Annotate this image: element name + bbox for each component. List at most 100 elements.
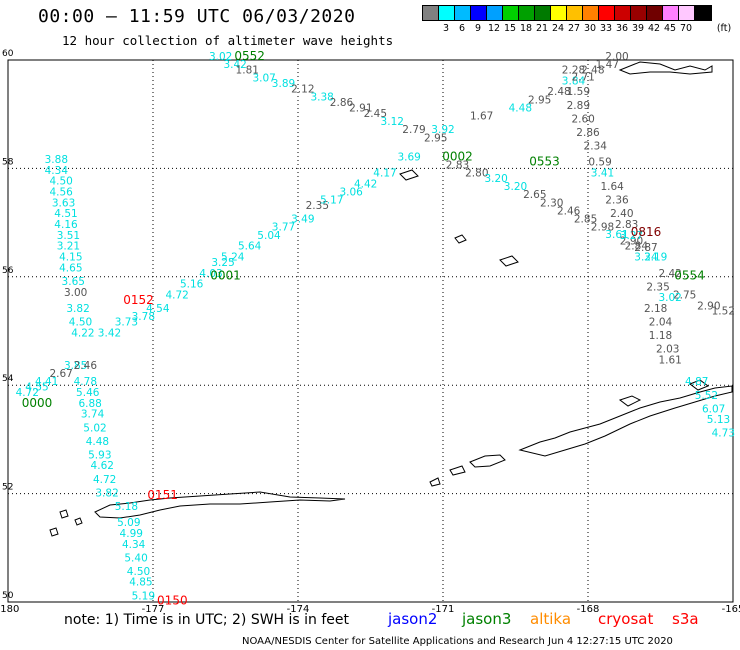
wave-height-value: 4.41 (35, 376, 58, 388)
x-tick-label: -165 (722, 604, 740, 615)
wave-height-value: 1.67 (470, 111, 493, 123)
wave-height-value: 3.49 (291, 214, 314, 226)
wave-height-value: 3.82 (66, 303, 89, 315)
wave-height-value: 3.88 (45, 154, 68, 166)
coastline (94, 491, 346, 519)
legend-swatch (503, 6, 519, 20)
wave-height-value: 2.46 (557, 205, 581, 217)
wave-height-value: 2.03 (656, 344, 679, 356)
y-tick-label: 60 (2, 49, 14, 59)
legend-swatch (471, 6, 487, 20)
wave-height-value: 1.64 (600, 181, 624, 193)
wave-height-value: 2.98 (591, 222, 614, 234)
wave-height-value: 1.52 (712, 306, 735, 318)
legend-swatch (439, 6, 455, 20)
wave-height-value: 4.03 (199, 268, 222, 280)
legend-labels: 3 6 9 12 15 18 21 24 27 30 33 36 39 42 45 70 (ft) (422, 21, 731, 35)
wave-height-value: 2.86 (576, 127, 600, 139)
wave-height-value: 4.50 (49, 176, 72, 188)
wave-height-value: 5.17 (320, 195, 343, 207)
wave-height-value: 3.38 (310, 92, 333, 104)
wave-height-value: 4.85 (129, 577, 152, 589)
wave-height-value: 4.54 (146, 303, 170, 315)
wave-height-value: 3.42 (98, 327, 121, 339)
wave-height-value: 2.00 (605, 51, 628, 63)
wave-height-value: 2.91 (349, 102, 372, 114)
wave-height-value: 4.78 (74, 376, 97, 388)
legend-jason3: jason3 (462, 610, 512, 628)
wave-height-value: 1.81 (236, 65, 259, 77)
legend-label: 21 (535, 23, 549, 34)
legend-label: 27 (567, 23, 581, 34)
wave-height-value: 2.42 (658, 268, 681, 280)
wave-height-value: 0.59 (588, 157, 611, 169)
legend-swatch (519, 6, 535, 20)
wave-height-value: 4.72 (93, 474, 116, 486)
wave-height-value: 4.22 (71, 327, 94, 339)
wave-height-value: 3.27 (620, 230, 643, 242)
wave-height-value: 6.88 (78, 398, 101, 410)
legend-label: 9 (474, 23, 482, 34)
wave-height-value: 3.42 (223, 59, 246, 71)
credit-line: NOAA/NESDIS Center for Satellite Applica… (242, 636, 673, 647)
wave-height-value: 4.50 (127, 566, 150, 578)
wave-height-value: 3.92 (431, 124, 454, 136)
legend-unit: (ft) (716, 23, 732, 34)
legend-label: 24 (551, 23, 565, 34)
wave-height-value: 4.50 (69, 317, 92, 329)
wave-height-value: 2.45 (364, 108, 387, 120)
wave-height-value: 2.71 (571, 72, 594, 84)
wave-height-value: 3.19 (644, 252, 667, 264)
pass-time-label: 0554 (674, 269, 705, 283)
legend-altika: altika (530, 610, 572, 628)
coastline (59, 509, 69, 519)
color-legend: 3 6 9 12 15 18 21 24 27 30 33 36 39 42 45 70 (ft) (422, 5, 731, 35)
legend-swatch (423, 6, 439, 20)
x-tick-label: -171 (432, 604, 455, 615)
wave-height-value: 3.02 (209, 51, 232, 63)
legend-label: 18 (519, 23, 533, 34)
wave-height-value: 2.87 (634, 242, 657, 254)
legend-swatches (422, 5, 712, 21)
wave-height-value: 4.48 (86, 436, 109, 448)
coastline (469, 454, 506, 468)
wave-height-value: 2.90 (620, 235, 643, 247)
page-subtitle: 12 hour collection of altimeter wave hei… (62, 33, 394, 48)
wave-height-value: 3.69 (397, 151, 420, 163)
wave-height-value: 3.61 (605, 229, 628, 241)
legend-label: 30 (583, 23, 597, 34)
pass-time-label: 0553 (529, 155, 560, 169)
legend-jason2: jason2 (388, 610, 438, 628)
legend-label: 15 (503, 23, 517, 34)
pass-time-label: 0152 (123, 293, 154, 307)
wave-height-value: 4.42 (354, 178, 377, 190)
wave-height-value: 2.35 (646, 281, 669, 293)
wave-height-value: 4.34 (45, 165, 69, 177)
wave-height-value: 2.40 (610, 208, 633, 220)
wave-height-value: 2.12 (291, 84, 314, 96)
wave-height-value: 3.77 (272, 222, 295, 234)
wave-height-value: 4.72 (16, 387, 39, 399)
legend-label: 70 (679, 23, 693, 34)
legend-cryosat: cryosat (598, 610, 654, 628)
wave-height-value: 3.63 (52, 197, 75, 209)
legend-swatch (583, 6, 599, 20)
wave-height-value: 4.34 (122, 539, 146, 551)
wave-height-value: 2.35 (306, 200, 329, 212)
wave-height-value: 2.84 (625, 241, 649, 253)
wave-height-value: 5.19 (132, 590, 155, 602)
wave-height-value: 2.80 (465, 168, 488, 180)
legend-swatch (599, 6, 615, 20)
pass-time-label: 0151 (147, 488, 178, 502)
coastline (449, 465, 466, 476)
wave-height-value: 4.62 (91, 460, 114, 472)
wave-height-value: 2.86 (330, 97, 354, 109)
wave-height-value: 2.18 (644, 303, 667, 315)
coastline (399, 169, 419, 181)
wave-height-value: 3.00 (64, 287, 87, 299)
legend-label: 3 (442, 23, 450, 34)
wave-height-value: 5.52 (695, 390, 718, 402)
wave-height-value: 3.84 (562, 75, 586, 87)
wave-height-value: 1.61 (658, 355, 681, 367)
wave-height-value: 3.20 (504, 181, 527, 193)
